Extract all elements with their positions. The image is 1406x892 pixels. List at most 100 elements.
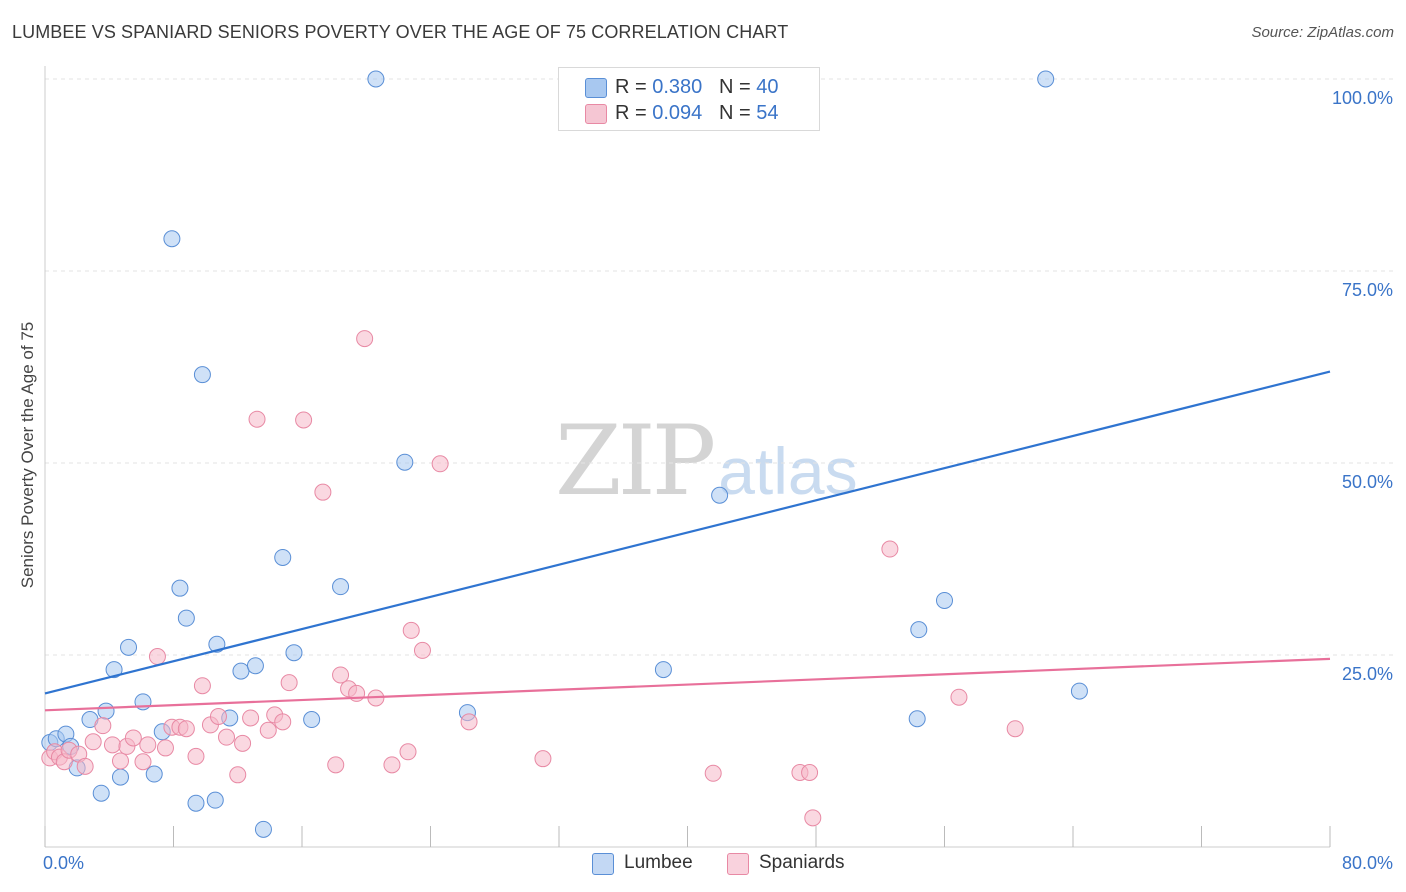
lumbee-point xyxy=(97,702,115,720)
lumbee-point xyxy=(285,644,303,662)
lumbee-point xyxy=(206,791,224,809)
bottom-legend-swatch-lumbee xyxy=(592,853,614,875)
source-label: Source: ZipAtlas.com xyxy=(1251,24,1394,41)
lumbee-point xyxy=(332,578,350,596)
spaniards-point xyxy=(209,707,227,725)
spaniards-point xyxy=(148,648,166,666)
spaniards-point xyxy=(402,621,420,639)
lumbee-point xyxy=(303,711,321,729)
spaniards-point xyxy=(460,713,478,731)
chart-title: LUMBEE VS SPANIARD SENIORS POVERTY OVER … xyxy=(12,22,789,42)
spaniards-point xyxy=(881,540,899,558)
legend-n-value: 40 xyxy=(756,76,779,98)
legend-n-value: 54 xyxy=(756,102,779,124)
lumbee-point xyxy=(908,710,926,728)
lumbee-point xyxy=(1037,70,1055,88)
x-tick-label: 0.0% xyxy=(43,853,84,873)
spaniards-point xyxy=(295,411,313,429)
lumbee-point xyxy=(92,784,110,802)
spaniards-point xyxy=(413,641,431,659)
watermark-zip: ZIP xyxy=(555,405,716,517)
spaniards-point xyxy=(187,747,205,765)
spaniards-point xyxy=(84,733,102,751)
lumbee-point xyxy=(111,768,129,786)
trend-line-spaniards xyxy=(44,657,1331,712)
legend-r-value: 0.094 xyxy=(652,102,703,124)
lumbee-point xyxy=(232,662,250,680)
axes xyxy=(44,66,1331,848)
spaniards-point xyxy=(534,750,552,768)
y-tick-label: 50.0% xyxy=(1342,472,1393,492)
spaniards-point xyxy=(431,455,449,473)
lumbee-point xyxy=(120,638,138,656)
spaniards-point xyxy=(234,734,252,752)
bottom-legend-swatch-spaniards xyxy=(727,853,749,875)
spaniards-point xyxy=(383,756,401,774)
spaniards-point xyxy=(1006,720,1024,738)
trend-lines xyxy=(44,370,1331,712)
spaniards-point xyxy=(218,728,236,746)
series-lumbee xyxy=(41,70,1088,838)
lumbee-point xyxy=(1070,682,1088,700)
spaniards-point xyxy=(94,717,112,735)
spaniards-point xyxy=(248,410,266,428)
lumbee-point xyxy=(254,820,272,838)
spaniards-point xyxy=(229,766,247,784)
lumbee-point xyxy=(187,794,205,812)
lumbee-point xyxy=(105,661,123,679)
spaniards-point xyxy=(280,674,298,692)
lumbee-point xyxy=(654,661,672,679)
lumbee-point xyxy=(936,591,953,609)
spaniards-point xyxy=(704,764,722,782)
lumbee-point xyxy=(910,621,928,639)
y-tick-label: 25.0% xyxy=(1342,664,1393,684)
legend-n-label: N = xyxy=(718,76,757,98)
spaniards-point xyxy=(134,753,152,771)
spaniards-point xyxy=(139,736,157,754)
lumbee-point xyxy=(163,230,181,248)
spaniards-point xyxy=(177,720,195,738)
lumbee-point xyxy=(193,366,211,384)
bottom-legend-label-spaniards: Spaniards xyxy=(759,852,845,873)
bottom-legend-label-lumbee: Lumbee xyxy=(624,852,693,873)
spaniards-point xyxy=(950,688,968,706)
lumbee-point xyxy=(246,657,264,675)
legend-swatch-lumbee xyxy=(585,78,607,98)
lumbee-point xyxy=(145,765,163,783)
spaniards-point xyxy=(801,764,819,782)
lumbee-point xyxy=(711,486,729,504)
legend-r-label: R = xyxy=(615,76,653,98)
series-spaniards xyxy=(41,330,1024,827)
lumbee-point xyxy=(396,453,414,471)
spaniards-point xyxy=(327,756,345,774)
spaniards-point xyxy=(399,743,417,761)
lumbee-point xyxy=(171,579,189,597)
spaniards-point xyxy=(314,483,332,501)
spaniards-point xyxy=(356,330,374,348)
spaniards-point xyxy=(274,713,292,731)
y-tick-label: 100.0% xyxy=(1332,88,1393,108)
spaniards-point xyxy=(193,677,211,695)
spaniards-point xyxy=(103,736,121,754)
spaniards-point xyxy=(332,666,350,684)
spaniards-point xyxy=(76,757,94,775)
lumbee-point xyxy=(274,548,292,566)
watermark: ZIPatlas xyxy=(555,405,858,517)
spaniards-point xyxy=(242,709,260,727)
spaniards-point xyxy=(124,729,142,747)
tick-labels: 100.0% 75.0% 50.0% 25.0% 0.0% 80.0% xyxy=(43,88,1393,873)
spaniards-point xyxy=(259,721,277,739)
legend-n-label: N = xyxy=(718,102,757,124)
legend: R = 0.380 N = 40 R = 0.094 N = 54 xyxy=(558,67,820,131)
lumbee-point xyxy=(367,70,385,88)
y-tick-label: 75.0% xyxy=(1342,280,1393,300)
x-tick-label: 80.0% xyxy=(1342,853,1393,873)
lumbee-point xyxy=(177,609,195,627)
legend-r-value: 0.380 xyxy=(652,76,703,98)
legend-r-label: R = xyxy=(615,102,653,124)
spaniards-point xyxy=(111,752,129,770)
spaniards-point xyxy=(804,809,822,827)
grid-lines xyxy=(45,78,1395,656)
legend-swatch-spaniards xyxy=(585,104,607,124)
